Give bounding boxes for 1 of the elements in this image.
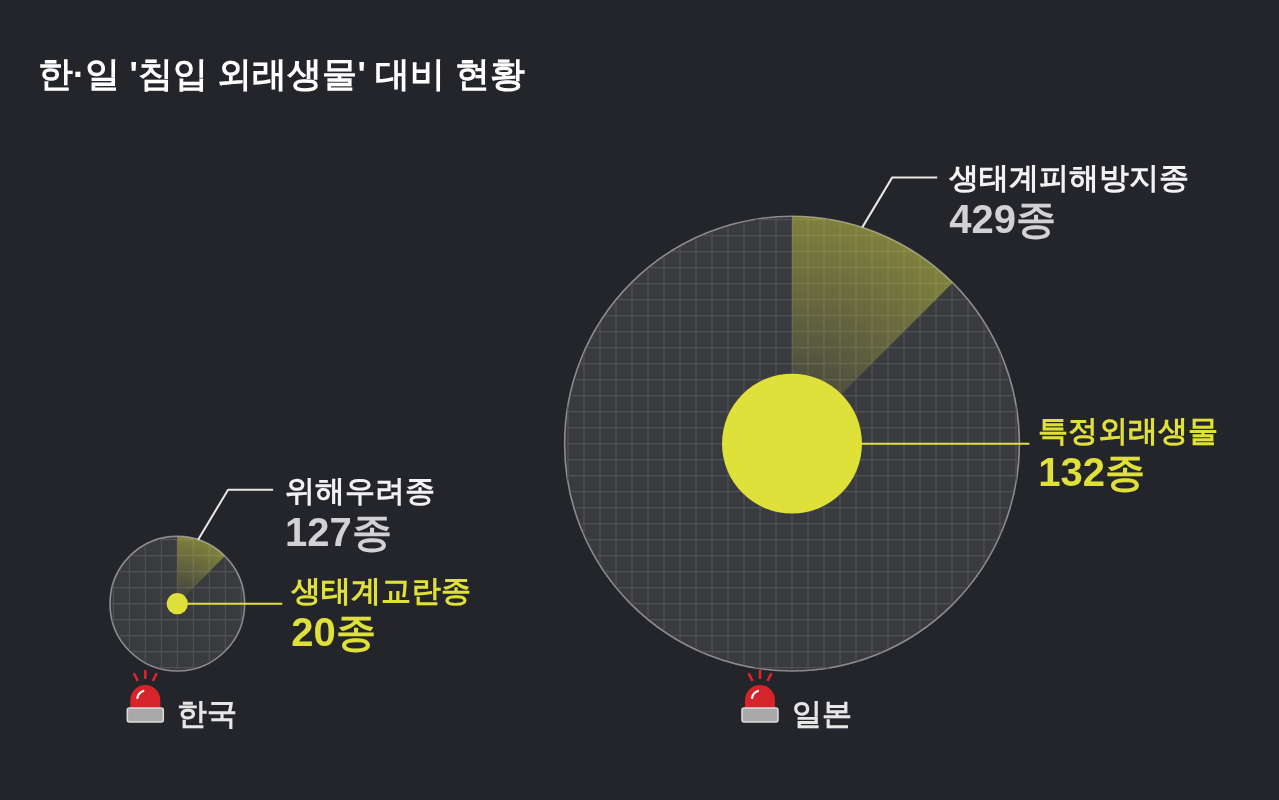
title: 한·일 '침입 외래생물' 대비 현황 — [38, 54, 526, 93]
